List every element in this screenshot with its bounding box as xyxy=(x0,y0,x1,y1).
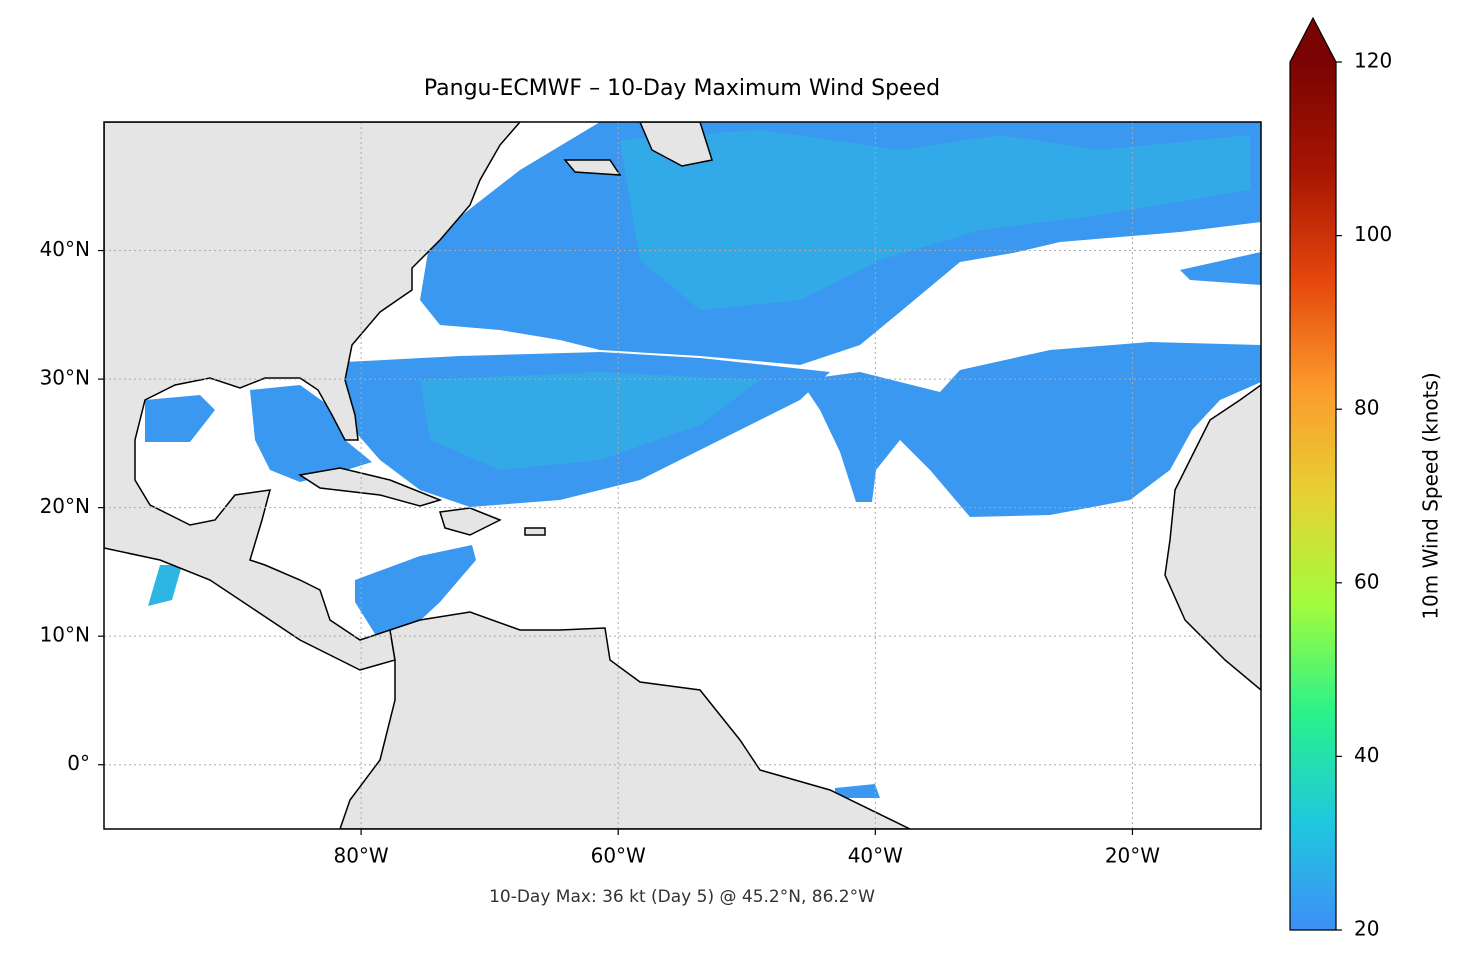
map xyxy=(104,122,1261,829)
y-tick-label: 20°N xyxy=(40,494,90,518)
puerto-rico xyxy=(524,527,546,536)
wind-area xyxy=(1180,252,1261,285)
wind-area xyxy=(355,545,476,634)
newfoundland xyxy=(639,122,713,167)
wind-area xyxy=(835,784,880,798)
y-tick-label: 30°N xyxy=(40,366,90,390)
y-tick-label: 10°N xyxy=(40,623,90,647)
x-tick-label: 20°W xyxy=(1105,844,1160,868)
colorbar-tick-label: 60 xyxy=(1354,569,1379,593)
wind-area xyxy=(250,385,372,482)
colorbar-tick-label: 120 xyxy=(1354,49,1392,73)
annotation: 10-Day Max: 36 kt (Day 5) @ 45.2°N, 86.2… xyxy=(489,887,875,907)
africa xyxy=(1164,384,1261,691)
wind-area xyxy=(800,342,1261,517)
colorbar-tick-label: 20 xyxy=(1354,917,1379,941)
colorbar-extension xyxy=(1290,18,1336,62)
x-tick-label: 40°W xyxy=(848,844,903,868)
colorbar-tick-label: 100 xyxy=(1354,222,1392,246)
x-tick-label: 60°W xyxy=(591,844,646,868)
y-tick-label: 40°N xyxy=(40,237,90,261)
wind-gap xyxy=(915,232,1180,315)
map-frame xyxy=(103,121,1262,830)
x-tick-label: 80°W xyxy=(333,844,388,868)
hispaniola xyxy=(439,507,502,536)
wind-area xyxy=(145,395,215,442)
chart-title: Pangu-ECMWF – 10-Day Maximum Wind Speed xyxy=(424,76,940,101)
wind-field xyxy=(104,122,1261,798)
wind-area xyxy=(148,565,182,606)
colorbar-tick-label: 40 xyxy=(1354,743,1379,767)
land xyxy=(104,122,1261,829)
north-america xyxy=(104,122,521,671)
south-america xyxy=(339,611,911,829)
colorbar-frame xyxy=(1289,16,1337,931)
colorbar-label: 10m Wind Speed (knots) xyxy=(1419,372,1443,619)
colorbar: 20 40 60 80 100 120 xyxy=(1289,16,1392,941)
cuba xyxy=(297,467,443,507)
nova-scotia xyxy=(563,159,622,176)
colorbar-scale xyxy=(1290,62,1336,930)
wind-area xyxy=(620,130,1250,310)
wind-area xyxy=(420,372,760,470)
y-tick-label: 0° xyxy=(67,751,90,775)
colorbar-tick-label: 80 xyxy=(1354,396,1379,420)
